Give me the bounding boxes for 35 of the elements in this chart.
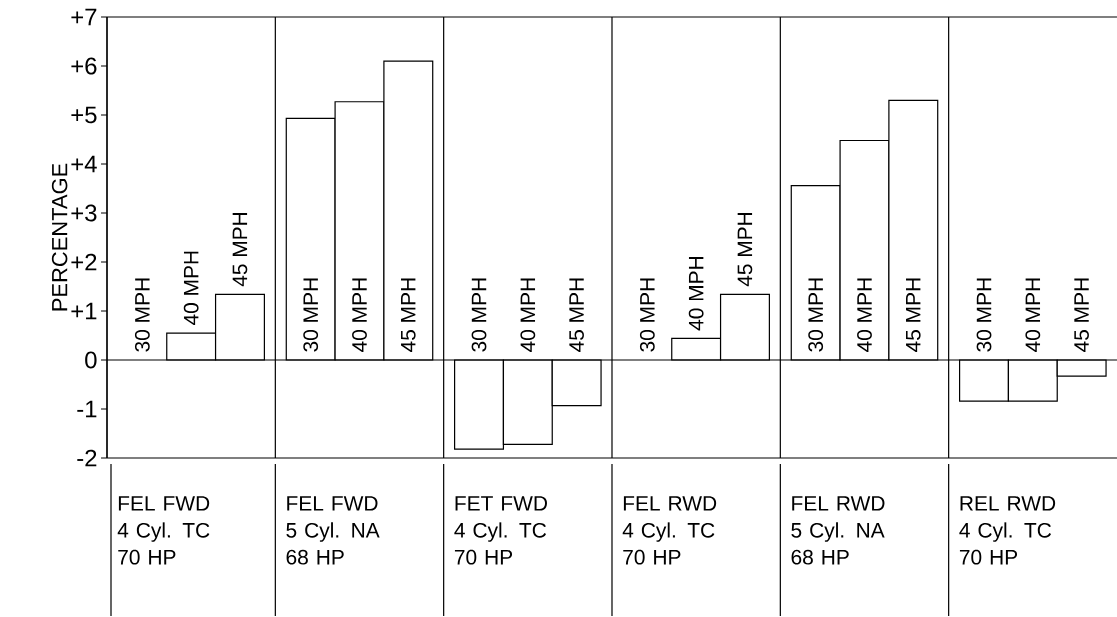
series-label: 30 MPH [303,278,319,352]
text: 30 MPH [639,278,655,352]
y-tick-label: -2 [77,449,97,467]
text: 40 MPH [183,251,199,326]
y-tick-label: +1 [71,302,97,320]
x-tick-label: FEL FWD 5 Cyl. NA 68 HP [286,496,380,565]
text: 40 MPH [520,278,536,352]
text: 45 MPH [401,278,416,352]
text: 40 MPH [857,278,872,352]
text: 30 MPH [471,278,487,352]
text: 45 MPH [1074,278,1089,352]
y-tick-label: +4 [71,155,97,173]
x-tick-label: FEL RWD 4 Cyl. TC 70 HP [622,496,717,565]
x-tick-label: FEL RWD 5 Cyl. NA 68 HP [791,496,885,565]
y-tick-label: +5 [71,106,97,124]
text: 40 MPH [1025,278,1041,352]
text: 40 MPH [352,278,367,352]
y-tick-label: +2 [71,253,97,271]
x-tick-label: REL RWD 4 Cyl. TC 70 HP [959,496,1056,565]
y-tick-label: +3 [71,204,97,222]
text: 45 MPH [569,278,584,352]
text: 45 MPH [906,278,921,352]
x-tick-label: FET FWD 4 Cyl. TC 70 HP [454,496,547,565]
y-tick-label: 0 [85,351,97,369]
text: 30 MPH [808,278,824,352]
text: 45 MPH [232,212,248,287]
text: 30 MPH [976,278,992,352]
y-axis-title: PERCENTAGE [51,163,68,311]
text: 45 MPH [737,212,753,287]
text: 30 MPH [134,278,150,352]
y-tick-label: -1 [77,400,97,418]
y-tick-label: +6 [71,57,97,75]
text: 40 MPH [688,257,704,331]
x-tick-label: FEL FWD 4 Cyl. TC 70 HP [117,496,210,565]
y-tick-label: +7 [71,8,97,26]
